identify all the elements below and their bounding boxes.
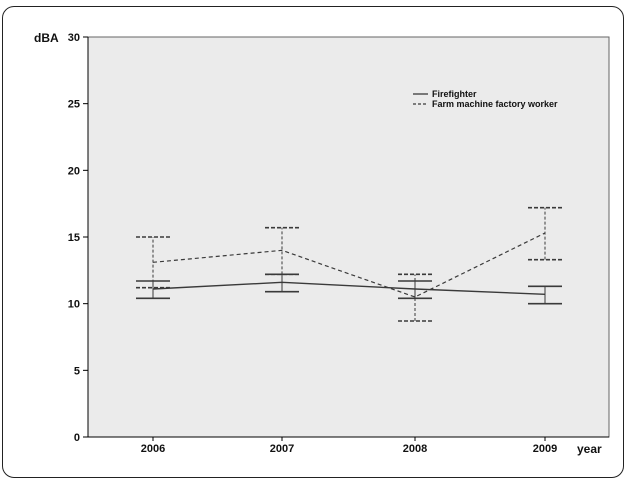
error-bar: [398, 273, 432, 322]
series-2: [136, 206, 562, 322]
series-layer: [136, 206, 562, 322]
y-axis-title: dBA: [34, 31, 59, 45]
y-tick-label: 5: [74, 365, 80, 377]
y-tick-label: 0: [74, 432, 80, 444]
series-line: [152, 232, 546, 298]
x-tick-label: 2006: [141, 443, 165, 455]
error-bar: [265, 226, 299, 276]
y-tick-label: 25: [68, 99, 80, 111]
chart: 0 5 10 15 20 25 30 2006 2007 2008 2009 Firefighte…: [34, 31, 610, 456]
x-tick-label: 2009: [533, 443, 557, 455]
x-axis-ticks: 2006 2007 2008 2009: [141, 437, 557, 455]
x-tick-label: 2007: [270, 443, 294, 455]
x-tick-label: 2008: [403, 443, 427, 455]
series-line: [152, 281, 546, 296]
x-axis-title: year: [577, 442, 602, 456]
error-bar: [528, 206, 562, 261]
legend-label: Firefighter: [432, 89, 477, 99]
legend-label: Farm machine factory worker: [432, 99, 558, 109]
y-tick-label: 15: [68, 232, 80, 244]
error-bar: [528, 285, 562, 305]
y-axis-ticks: 0 5 10 15 20 25 30: [68, 32, 88, 444]
y-tick-label: 30: [68, 32, 80, 44]
error-bar: [136, 236, 170, 289]
plot-area: [87, 36, 610, 438]
y-tick-label: 20: [68, 165, 80, 177]
y-tick-label: 10: [68, 299, 80, 311]
